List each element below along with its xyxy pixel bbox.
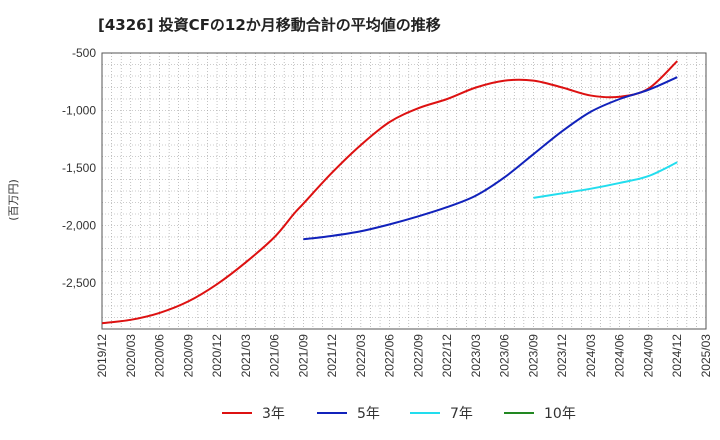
legend-label: 10年: [544, 406, 576, 422]
x-tick-label: 2023/12: [555, 334, 569, 378]
x-tick-label: 2025/03: [699, 334, 713, 378]
x-tick-label: 2023/03: [469, 334, 483, 378]
x-tick-label: 2022/09: [411, 334, 425, 378]
series-lines: [101, 60, 678, 325]
x-tick-label: 2024/09: [641, 334, 655, 378]
y-tick-label: -500: [72, 46, 96, 60]
y-tick-label: -2,000: [62, 219, 96, 233]
x-tick-label: 2024/03: [584, 334, 598, 378]
x-tick-label: 2021/12: [325, 334, 339, 378]
y-tick-label: -1,000: [62, 104, 96, 118]
x-tick-label: 2020/09: [181, 334, 195, 378]
legend-label: 3年: [262, 406, 285, 422]
series-line-7年: [533, 161, 678, 199]
y-tick-label: -1,500: [62, 161, 96, 175]
x-tick-label: 2022/03: [354, 334, 368, 378]
series-line-3年: [101, 60, 678, 325]
y-tick-label: -2,500: [62, 276, 96, 290]
x-tick-label: 2021/06: [268, 334, 282, 378]
y-axis: -500 -1,000 -1,500 -2,000 -2,500: [62, 46, 96, 290]
x-tick-label: 2022/12: [440, 334, 454, 378]
legend-label: 7年: [450, 406, 473, 422]
chart-title: [4326] 投資CFの12か月移動合計の平均値の推移: [98, 16, 441, 34]
legend-label: 5年: [357, 406, 380, 422]
grid: [101, 52, 707, 330]
x-axis: 2019/12 2020/03 2020/06 2020/09 2020/12 2021/…: [95, 334, 713, 378]
plot-frame: [101, 52, 707, 330]
x-tick-label: 2023/09: [526, 334, 540, 378]
series-line-5年: [303, 76, 678, 241]
x-tick-label: 2023/06: [498, 334, 512, 378]
x-tick-label: 2021/03: [239, 334, 253, 378]
x-tick-label: 2020/03: [124, 334, 138, 378]
x-tick-label: 2021/09: [296, 334, 310, 378]
legend: 3年 5年 7年 10年: [222, 406, 576, 422]
x-tick-label: 2020/12: [210, 334, 224, 378]
x-tick-label: 2024/12: [670, 334, 684, 378]
x-tick-label: 2022/06: [383, 334, 397, 378]
x-tick-label: 2024/06: [613, 334, 627, 378]
x-tick-label: 2019/12: [95, 334, 109, 378]
x-tick-label: 2020/06: [153, 334, 167, 378]
y-axis-label: (百万円): [7, 179, 20, 221]
